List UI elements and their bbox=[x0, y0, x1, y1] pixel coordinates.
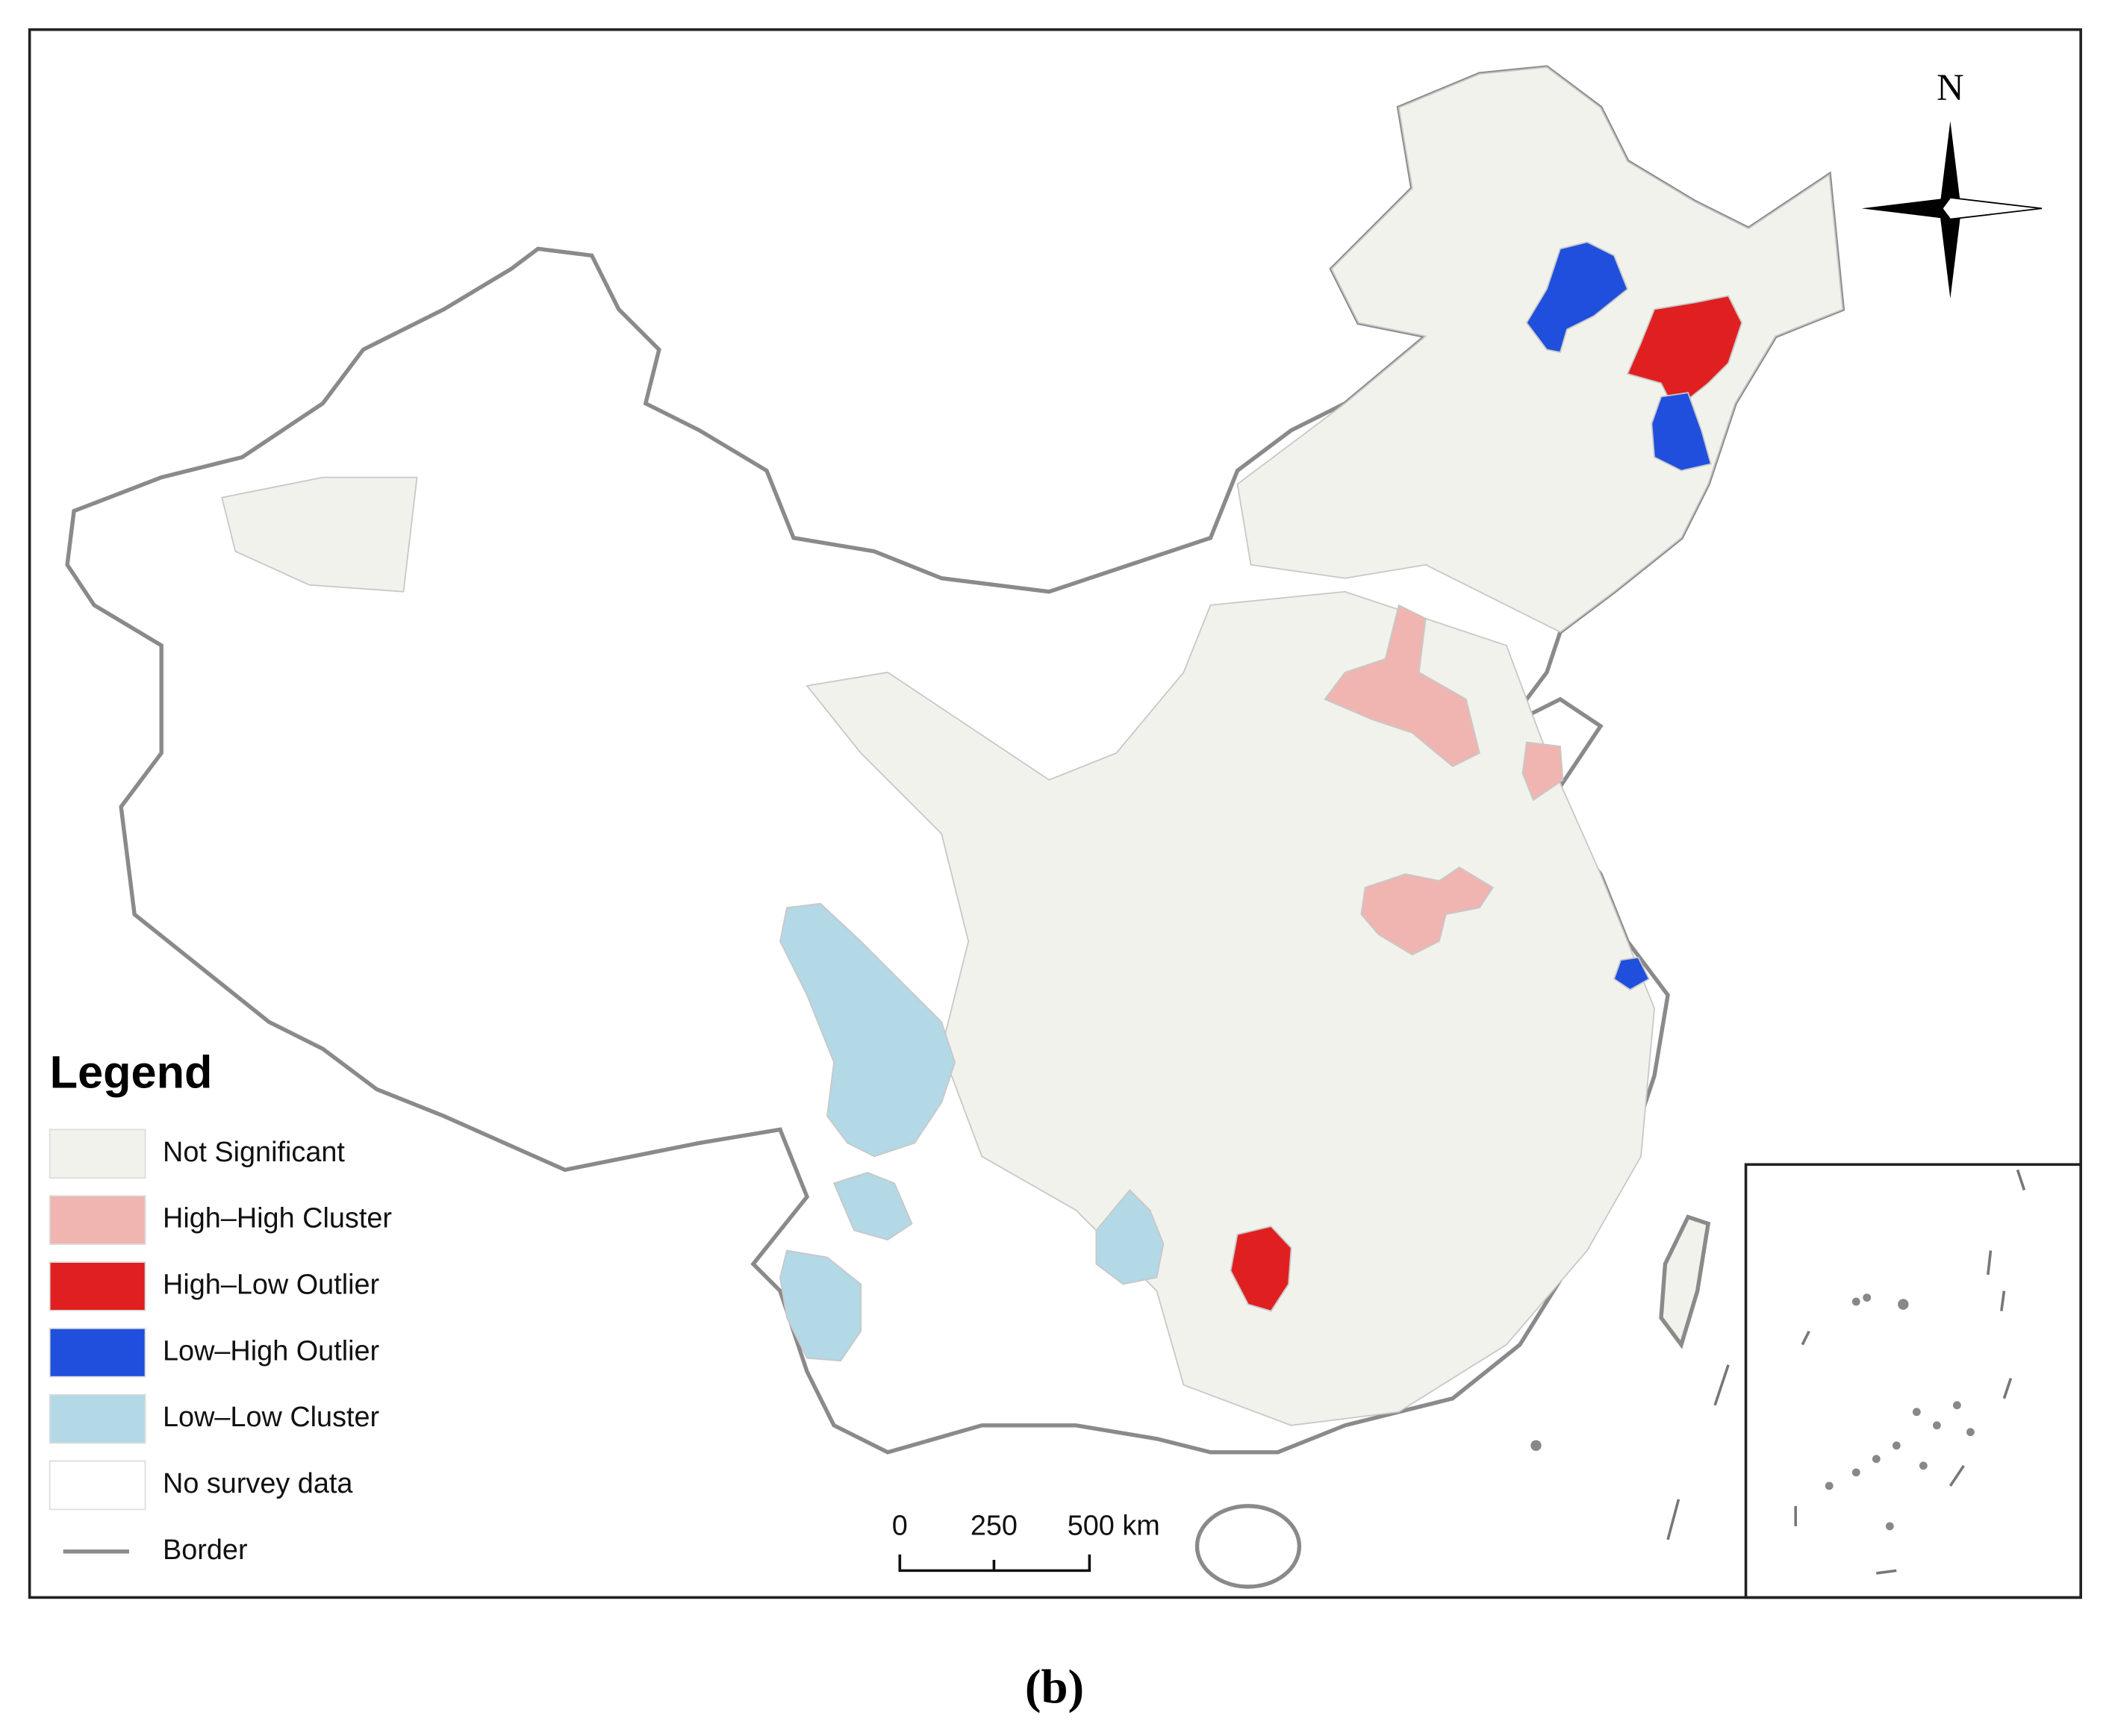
region bbox=[1236, 66, 1844, 633]
legend-title: Legend bbox=[50, 1047, 213, 1098]
legend-label: Low–High Outlier bbox=[163, 1335, 379, 1367]
region bbox=[779, 902, 956, 1158]
legend-swatch bbox=[49, 1195, 146, 1246]
regions bbox=[65, 65, 1845, 1589]
legend-label: No survey data bbox=[163, 1468, 353, 1499]
region bbox=[1324, 604, 1480, 768]
legend-swatch bbox=[49, 1460, 146, 1511]
scale-bar: 0 250 500 km bbox=[892, 1511, 1160, 1573]
region bbox=[1525, 241, 1629, 354]
legend: Legend Not Significant High–High Cluster H… bbox=[49, 1047, 392, 1566]
legend-label: Not Significant bbox=[163, 1137, 345, 1168]
legend-label: Low–Low Cluster bbox=[163, 1402, 379, 1433]
inset-islands bbox=[1666, 1169, 2026, 1575]
caption: (b) bbox=[1025, 1660, 1084, 1714]
inset-dots bbox=[1530, 1293, 1975, 1531]
region bbox=[779, 1249, 862, 1362]
legend-label: Border bbox=[163, 1534, 248, 1566]
legend-swatch bbox=[49, 1261, 146, 1311]
taiwan bbox=[1659, 1214, 1711, 1349]
region bbox=[1230, 1225, 1292, 1312]
region bbox=[1360, 867, 1495, 956]
legend-label: High–High Cluster bbox=[163, 1203, 392, 1234]
hainan bbox=[1194, 1504, 1302, 1589]
region bbox=[1613, 956, 1651, 991]
region bbox=[1651, 392, 1712, 472]
legend-swatch bbox=[49, 1327, 146, 1378]
inset-frame bbox=[1744, 1163, 2082, 1599]
north-arrow: N bbox=[1861, 66, 2043, 299]
legend-label: High–Low Outlier bbox=[163, 1269, 379, 1300]
region bbox=[832, 1172, 913, 1241]
region bbox=[1626, 295, 1743, 411]
region bbox=[1521, 741, 1564, 802]
legend-swatch bbox=[49, 1128, 146, 1179]
region bbox=[1095, 1189, 1165, 1285]
legend-swatch bbox=[49, 1393, 146, 1444]
scale-label: 0 bbox=[892, 1511, 908, 1542]
scale-label: 500 km bbox=[1068, 1511, 1160, 1542]
region bbox=[221, 476, 418, 593]
north-label: N bbox=[1937, 66, 1963, 108]
scale-label: 250 bbox=[971, 1511, 1018, 1542]
